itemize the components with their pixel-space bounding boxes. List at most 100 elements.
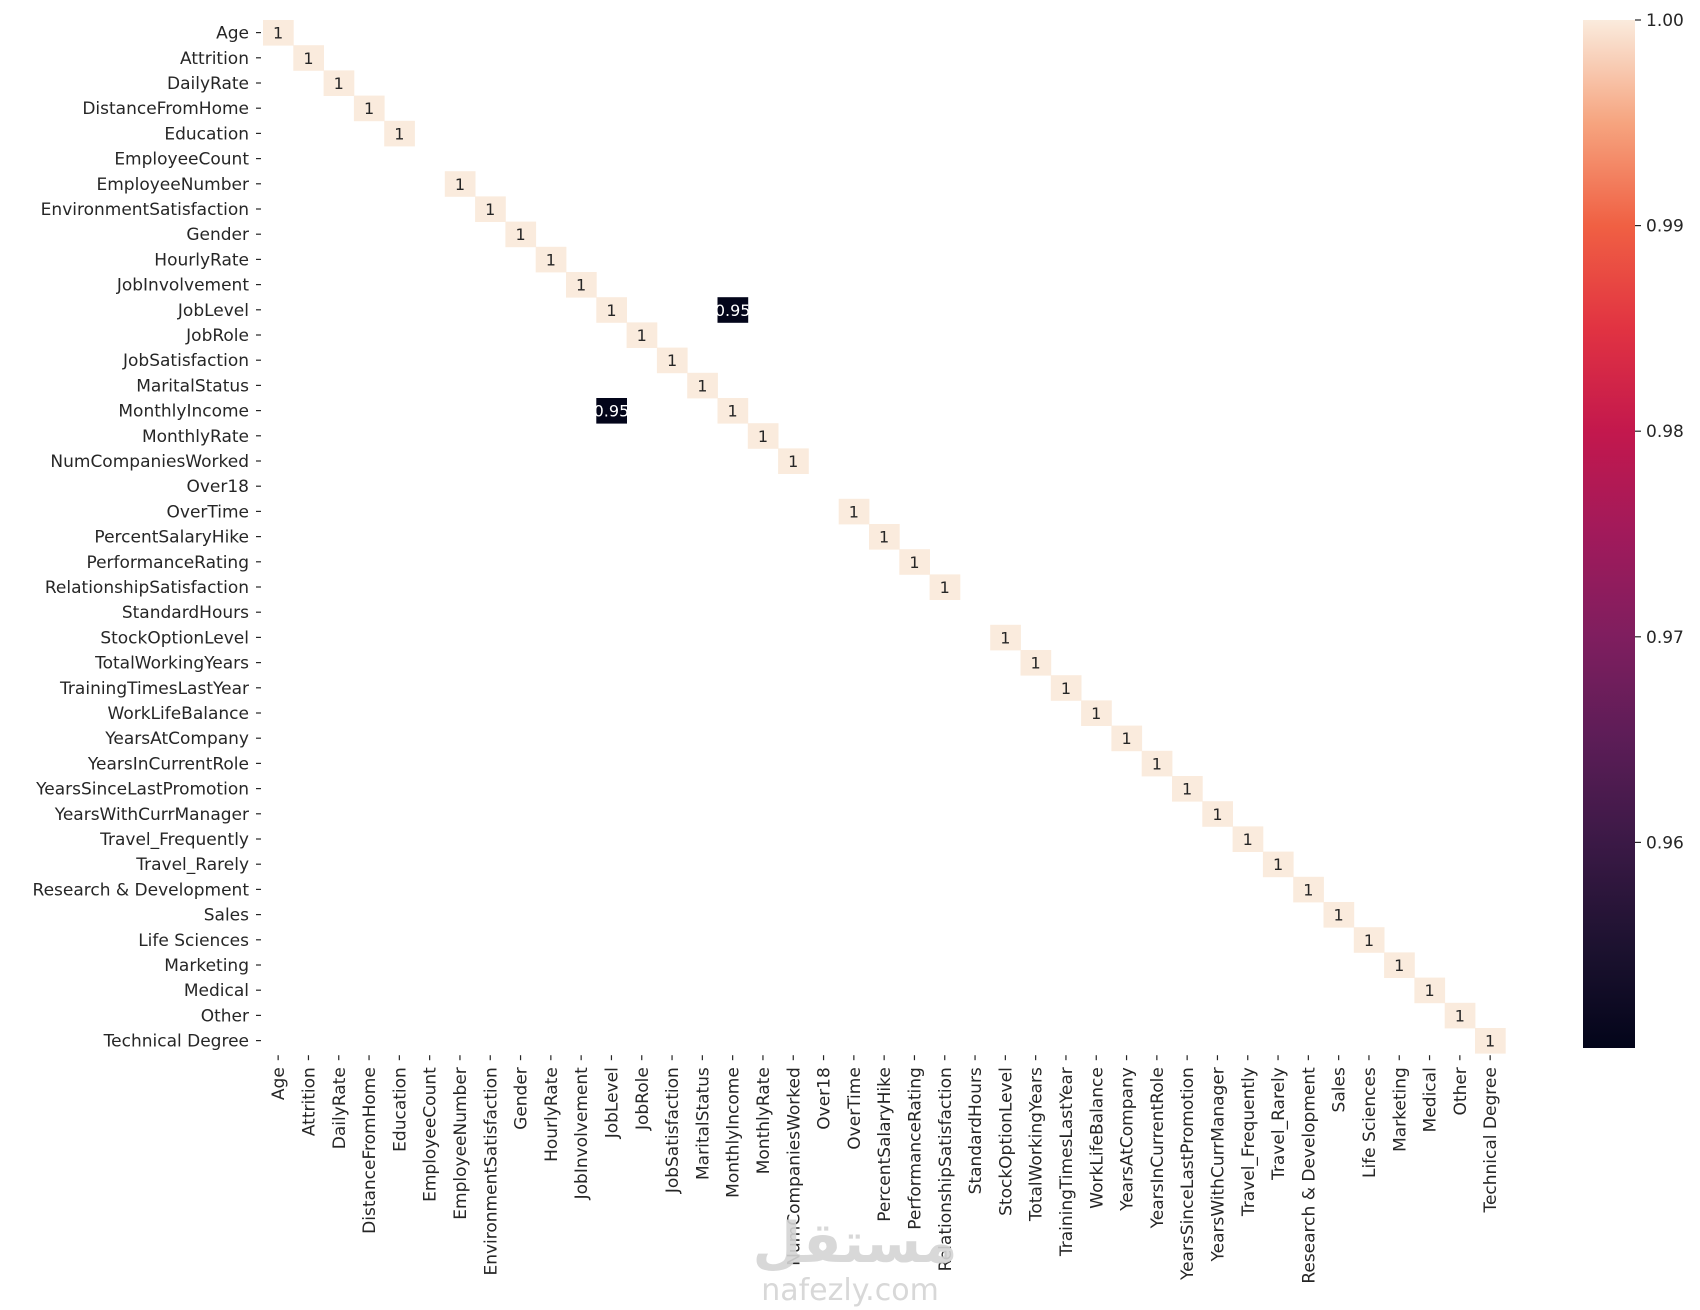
cell-yearssincelastpromotion-yearssincelastpromotion-label: 1 (1182, 780, 1192, 799)
y-tick-label-attrition: Attrition (180, 49, 249, 69)
y-tick-label-life-sciences: Life Sciences (138, 931, 249, 951)
x-tick-label-age: Age (269, 1067, 289, 1100)
cell-hourlyrate-hourlyrate (535, 246, 567, 273)
cell-numcompaniesworked-numcompaniesworked (778, 448, 809, 474)
cell-joblevel-joblevel (596, 297, 627, 323)
cell-medical-medical (1414, 977, 1446, 1004)
y-tick-label-monthlyrate: MonthlyRate (142, 427, 249, 447)
x-tick-label-jobrole: JobRole (633, 1067, 653, 1131)
colorbar-tick-label: 0.97 (1646, 628, 1684, 648)
cell-attrition-attrition (293, 45, 324, 71)
x-tick-label-maritalstatus: MaritalStatus (693, 1067, 713, 1180)
cell-environmentsatisfaction-environmentsatisfaction-label: 1 (485, 200, 495, 219)
x-tick-label-hourlyrate: HourlyRate (542, 1067, 562, 1162)
cell-stockoptionlevel-stockoptionlevel-label: 1 (1000, 628, 1010, 647)
cell-monthlyincome-monthlyincome (717, 398, 749, 424)
y-tick-label-sales: Sales (204, 906, 249, 926)
x-tick-label-gender: Gender (512, 1067, 532, 1130)
y-axis-ticks: Age Attrition DailyRate DistanceFromHome Edu… (33, 24, 261, 1052)
cell-yearswithcurrmanager-yearswithcurrmanager-label: 1 (1212, 805, 1222, 824)
y-tick-label-employeecount: EmployeeCount (114, 150, 249, 170)
cell-age-age (263, 20, 294, 46)
cell-age-age-label: 1 (273, 24, 283, 43)
cell-overtime-overtime (838, 498, 870, 525)
cell-percentsalaryhike-percentsalaryhike (869, 524, 900, 550)
cell-dailyrate-dailyrate (323, 70, 355, 96)
cell-marketing-marketing-label: 1 (1394, 956, 1404, 975)
x-tick-label-marketing: Marketing (1390, 1067, 1410, 1152)
cell-jobsatisfaction-jobsatisfaction-label: 1 (667, 351, 677, 370)
x-tick-label-yearssincelastpromotion: YearsSinceLastPromotion (1178, 1067, 1198, 1281)
x-tick-label-environmentsatisfaction: EnvironmentSatisfaction (481, 1067, 501, 1275)
y-tick-label-yearssincelastpromotion: YearsSinceLastPromotion (35, 780, 249, 800)
x-tick-label-research-development: Research & Development (1299, 1067, 1319, 1284)
y-tick-label-jobsatisfaction: JobSatisfaction (122, 351, 249, 371)
y-tick-label-yearsincurrentrole: YearsInCurrentRole (87, 754, 249, 774)
x-tick-label-trainingtimeslastyear: TrainingTimesLastYear (1057, 1067, 1077, 1257)
cell-monthlyrate-monthlyrate (747, 423, 779, 449)
nafezly-watermark: مستقل nafezly.com (753, 1211, 958, 1308)
cell-joblevel-joblevel-label: 1 (606, 301, 616, 320)
cell-joblevel-monthlyincome-label: 0.95 (715, 301, 751, 320)
cell-employeenumber-employeenumber-label: 1 (455, 175, 465, 194)
heatmap-cells: 1 1 1 1 1 1 1 1 1 1 1 1 1 1 1 1 1 1 1 1 1 1 1 1 1 1 1 1 1 1 1 1 1 1 1 1 1 1 0.… (263, 20, 1506, 1054)
x-tick-label-employeenumber: EmployeeNumber (451, 1067, 471, 1220)
cell-medical-medical-label: 1 (1424, 981, 1434, 1000)
colorbar: 0.96 0.97 0.98 0.99 1.00 (1583, 11, 1684, 1048)
colorbar-tick-label: 0.99 (1646, 217, 1684, 237)
colorbar-tick-label: 1.00 (1646, 11, 1684, 31)
x-tick-label-employeecount: EmployeeCount (421, 1067, 441, 1202)
cell-yearswithcurrmanager-yearswithcurrmanager (1202, 801, 1233, 827)
y-tick-label-jobinvolvement: JobInvolvement (116, 276, 249, 296)
cell-other-other (1444, 1002, 1476, 1029)
y-tick-label-jobrole: JobRole (185, 326, 249, 346)
cell-trainingtimeslastyear-trainingtimeslastyear-label: 1 (1061, 679, 1071, 698)
cell-relationshipsatisfaction-relationshipsatisfaction-label: 1 (940, 578, 950, 597)
x-tick-label-attrition: Attrition (299, 1067, 319, 1136)
cell-monthlyincome-joblevel (596, 398, 627, 424)
cell-education-education-label: 1 (394, 124, 404, 143)
cell-technical-degree-technical-degree-label: 1 (1485, 1032, 1495, 1051)
cell-jobrole-jobrole (626, 322, 658, 348)
y-tick-label-technical-degree: Technical Degree (103, 1032, 249, 1052)
x-tick-label-standardhours: StandardHours (966, 1067, 986, 1194)
x-tick-label-over18: Over18 (815, 1067, 835, 1130)
y-tick-label-age: Age (216, 24, 249, 44)
y-tick-label-dailyrate: DailyRate (167, 74, 249, 94)
x-tick-label-yearsincurrentrole: YearsInCurrentRole (1148, 1067, 1168, 1229)
y-tick-label-hourlyrate: HourlyRate (154, 250, 249, 270)
y-tick-label-numcompaniesworked: NumCompaniesWorked (50, 452, 249, 472)
x-tick-label-jobinvolvement: JobInvolvement (572, 1067, 592, 1200)
y-tick-label-joblevel: JobLevel (177, 301, 249, 321)
cell-stockoptionlevel-stockoptionlevel (990, 624, 1021, 651)
cell-other-other-label: 1 (1455, 1006, 1465, 1025)
cell-research-development-research-development (1293, 876, 1324, 903)
cell-technical-degree-technical-degree (1475, 1028, 1506, 1054)
cell-totalworkingyears-totalworkingyears-label: 1 (1031, 654, 1041, 673)
y-tick-label-worklifebalance: WorkLifeBalance (108, 704, 250, 724)
cell-gender-gender (505, 221, 537, 248)
x-tick-label-overtime: OverTime (845, 1067, 865, 1150)
cell-worklifebalance-worklifebalance-label: 1 (1091, 704, 1101, 723)
cell-jobrole-jobrole-label: 1 (637, 326, 647, 345)
y-tick-label-education: Education (164, 124, 249, 144)
y-tick-label-relationshipsatisfaction: RelationshipSatisfaction (45, 578, 249, 598)
x-tick-label-sales: Sales (1330, 1067, 1350, 1112)
cell-totalworkingyears-totalworkingyears (1020, 650, 1052, 676)
x-tick-label-distancefromhome: DistanceFromHome (360, 1067, 380, 1234)
x-tick-label-totalworkingyears: TotalWorkingYears (1027, 1067, 1047, 1222)
y-tick-label-research-development: Research & Development (33, 880, 250, 900)
cell-dailyrate-dailyrate-label: 1 (334, 74, 344, 93)
y-tick-label-employeenumber: EmployeeNumber (97, 175, 250, 195)
colorbar-tick-label: 0.96 (1646, 833, 1684, 853)
cell-yearsatcompany-yearsatcompany (1111, 725, 1143, 752)
x-tick-label-stockoptionlevel: StockOptionLevel (996, 1067, 1016, 1216)
x-tick-label-relationshipsatisfaction: RelationshipSatisfaction (936, 1067, 956, 1271)
y-tick-label-stockoptionlevel: StockOptionLevel (100, 628, 249, 648)
cell-employeenumber-employeenumber (444, 171, 476, 197)
cell-sales-sales-label: 1 (1334, 906, 1344, 925)
cell-jobinvolvement-jobinvolvement-label: 1 (576, 276, 586, 295)
cell-travel-rarely-travel-rarely (1262, 851, 1294, 878)
x-tick-label-performancerating: PerformanceRating (905, 1067, 925, 1230)
